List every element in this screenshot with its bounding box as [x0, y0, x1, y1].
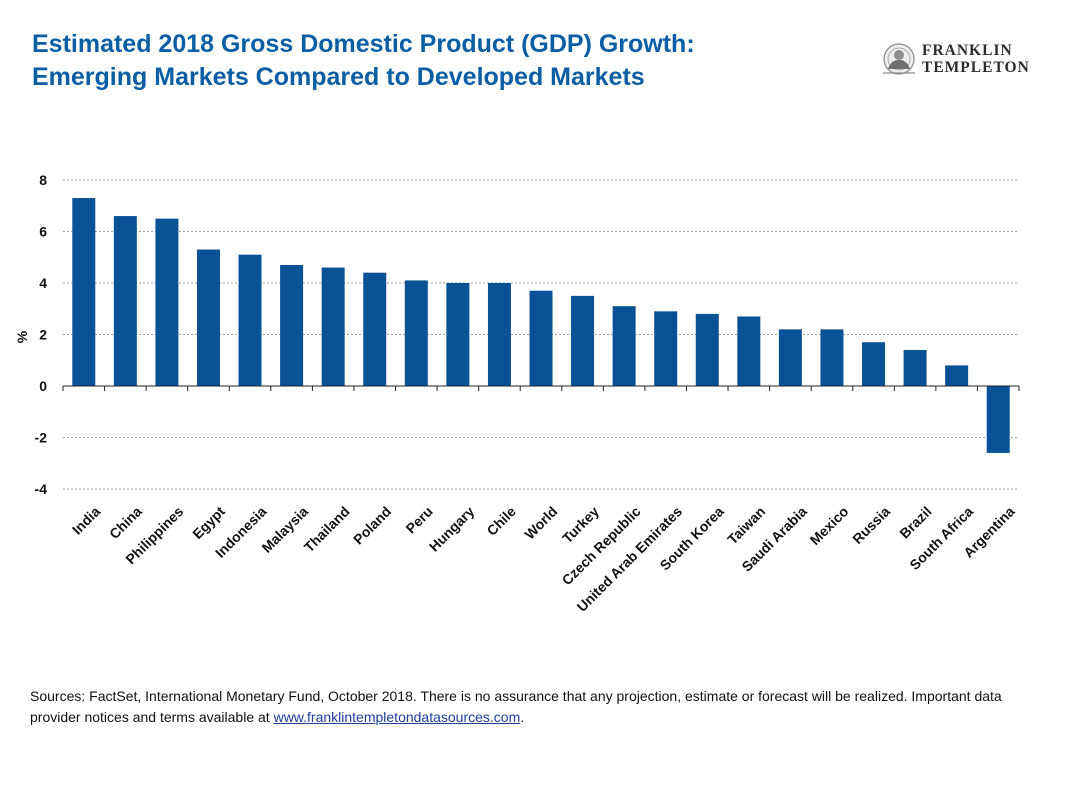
- y-tick-label: 2: [39, 327, 47, 343]
- bar: [571, 295, 595, 386]
- x-category-label: Chile: [483, 503, 519, 539]
- logo-wordmark: FRANKLIN TEMPLETON: [922, 42, 1030, 76]
- logo-line-2: TEMPLETON: [922, 59, 1030, 76]
- bar: [612, 306, 636, 386]
- y-tick-label: 6: [39, 224, 47, 240]
- bar: [820, 329, 844, 386]
- bar: [72, 198, 96, 386]
- bar: [529, 290, 553, 386]
- bars: [72, 198, 1010, 453]
- logo-line-1: FRANKLIN: [922, 42, 1013, 59]
- y-tick-label: 0: [39, 378, 47, 394]
- bar: [446, 283, 470, 386]
- bar: [363, 272, 387, 386]
- bar: [196, 249, 220, 386]
- x-category-label: Poland: [350, 503, 394, 547]
- zero-axis: [62, 385, 1020, 391]
- chart-title-line-1: Estimated 2018 Gross Domestic Product (G…: [32, 30, 695, 58]
- x-category-label: Peru: [402, 503, 435, 536]
- bar: [113, 216, 137, 386]
- y-tick-label: -2: [35, 430, 48, 446]
- bar: [280, 264, 304, 386]
- bar: [695, 313, 719, 386]
- franklin-portrait-icon: [883, 43, 915, 75]
- x-category-label: Brazil: [896, 503, 934, 541]
- bar: [986, 386, 1010, 453]
- x-category-label: Russia: [849, 503, 893, 547]
- x-category-label: Mexico: [807, 503, 852, 548]
- bar: [487, 283, 511, 386]
- bar: [862, 342, 886, 386]
- bar: [404, 280, 428, 386]
- y-tick-label: -4: [35, 481, 48, 497]
- bar: [155, 218, 179, 386]
- bar: [654, 311, 678, 386]
- bar: [321, 267, 345, 386]
- bar: [737, 316, 761, 386]
- y-axis-label: %: [14, 330, 30, 343]
- bar: [238, 254, 262, 386]
- chart-title-line-2: Emerging Markets Compared to Developed M…: [32, 63, 645, 91]
- x-category-label: China: [106, 503, 145, 542]
- data-sources-link[interactable]: www.franklintempletondatasources.com: [273, 709, 521, 725]
- footer-note: Sources: FactSet, International Monetary…: [30, 686, 1045, 728]
- x-category-label: Thailand: [301, 503, 353, 555]
- y-axis-tick-labels: 8 6 4 2 0 -2 -4: [35, 172, 48, 497]
- footer-suffix: .: [520, 709, 525, 725]
- y-tick-label: 8: [39, 172, 47, 188]
- x-category-label: World: [521, 503, 560, 542]
- x-category-label: Egypt: [189, 503, 228, 542]
- x-category-label: India: [69, 503, 104, 538]
- y-tick-label: 4: [39, 275, 47, 291]
- bar: [903, 349, 927, 386]
- bar: [778, 329, 802, 386]
- x-category-label: Hungary: [426, 503, 478, 555]
- chart-title: Estimated 2018 Gross Domestic Product (G…: [32, 28, 852, 94]
- bar: [945, 365, 969, 386]
- franklin-templeton-logo: FRANKLIN TEMPLETON: [878, 42, 1048, 82]
- footer-source-text: Sources: FactSet, International Monetary…: [30, 688, 1002, 725]
